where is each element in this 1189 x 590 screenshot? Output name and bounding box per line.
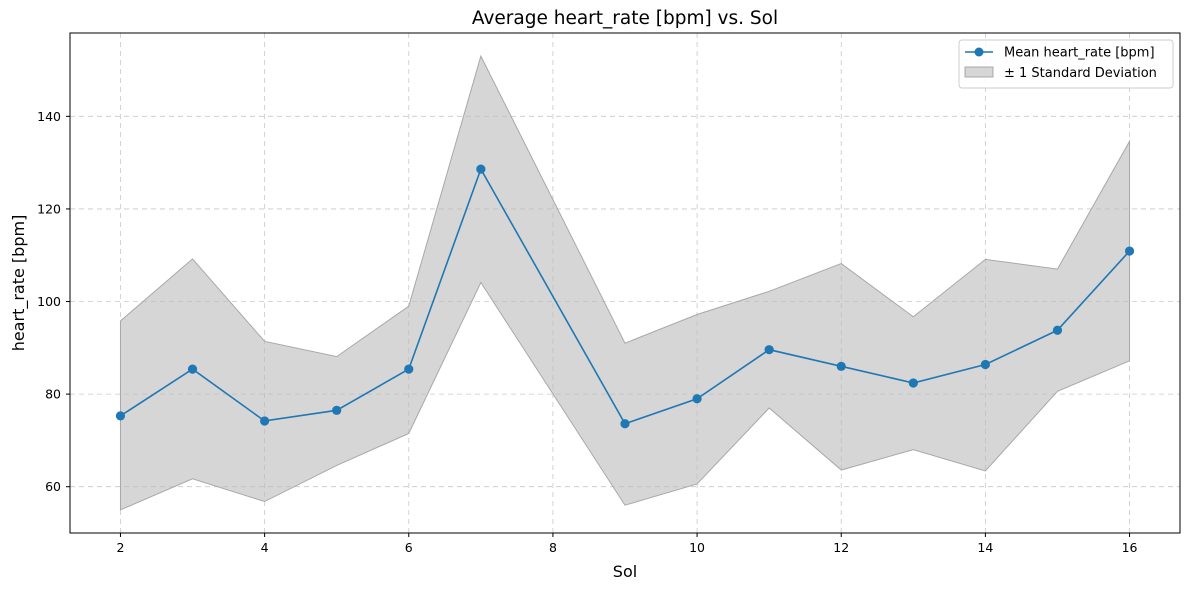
data-point [404,364,414,374]
data-point [692,394,702,404]
y-tick-label: 120 [37,201,61,216]
legend-label-mean: Mean heart_rate [bpm] [1004,46,1155,61]
data-point [980,359,990,370]
x-tick-label: 14 [977,540,993,555]
data-points [115,164,1135,429]
x-tick-label: 6 [405,540,413,555]
data-point [1124,246,1135,256]
y-tick-label: 100 [37,294,61,309]
x-tick-label: 10 [689,540,705,555]
y-tick-label: 60 [45,479,61,494]
x-tick-label: 12 [833,540,849,555]
legend-box [958,39,1174,89]
std-dev-band [119,54,1131,511]
mean-series-line [120,167,1131,425]
chart-title: Average heart_rate [bpm] vs. Sol [472,8,778,29]
y-axis-label: heart_rate [bpm] [9,215,29,352]
x-tick-label: 8 [549,540,557,555]
x-axis-label: Sol [613,562,637,581]
x-tick-label: 2 [116,540,124,555]
x-axis-ticks: 2 4 6 8 10 12 14 16 [116,533,1138,555]
data-point [476,164,486,174]
legend-band-swatch [964,66,994,78]
data-point [836,361,846,371]
data-point [764,345,774,355]
data-point [187,364,198,374]
data-point [115,411,126,421]
std-dev-band-area [119,54,1131,511]
data-point [1052,325,1063,335]
y-axis-ticks: 60 80 100 120 140 [37,109,70,494]
legend-marker-swatch [974,47,984,57]
plot-frame [69,32,1181,534]
y-tick-label: 80 [45,387,61,402]
data-point [332,405,342,415]
data-point [908,378,918,388]
x-tick-label: 16 [1122,540,1138,555]
series-lines [120,167,1131,425]
legend: Mean heart_rate [bpm] ± 1 Standard Devia… [958,39,1174,89]
x-tick-label: 4 [261,540,269,555]
y-tick-label: 140 [37,109,61,124]
data-point [260,416,270,426]
data-point [620,419,630,429]
legend-label-band: ± 1 Standard Deviation [1004,66,1157,81]
